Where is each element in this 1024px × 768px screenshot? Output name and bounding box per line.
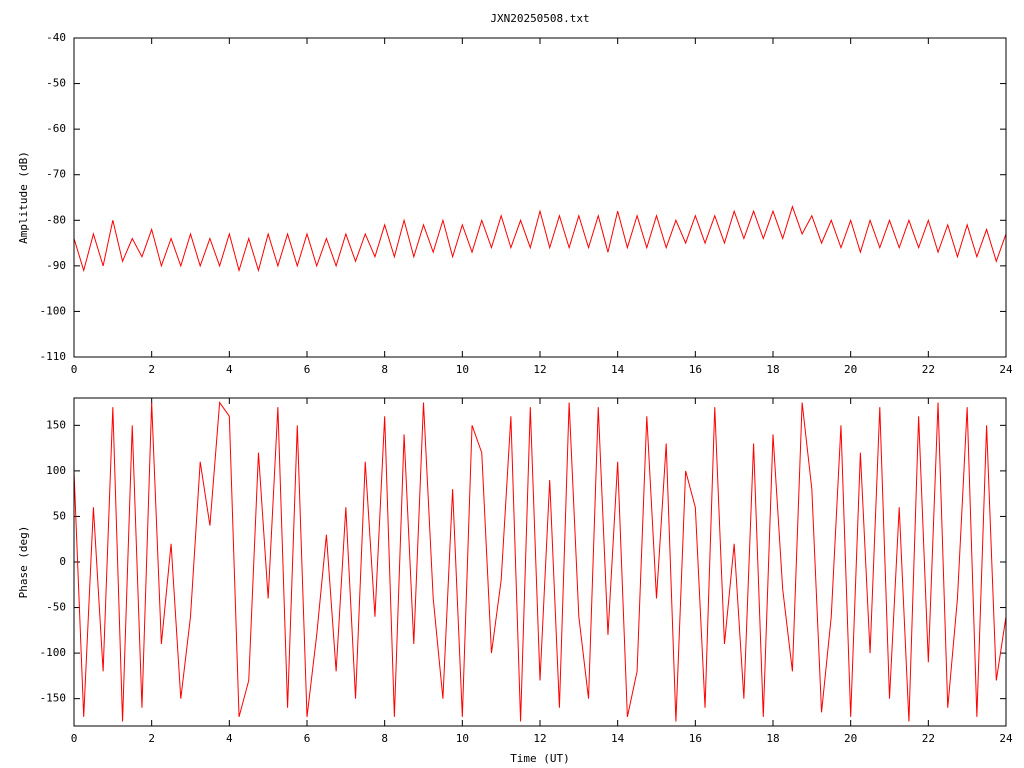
y-tick-label: -100 [40,646,67,659]
x-tick-label: 24 [999,363,1013,376]
x-tick-label: 16 [689,732,702,745]
x-tick-label: 4 [226,732,233,745]
y-tick-label: -150 [40,692,67,705]
plot-frame [73,37,1007,358]
y-tick-label: 100 [46,464,66,477]
x-tick-label: 24 [999,732,1013,745]
x-tick-label: 18 [766,363,779,376]
x-tick-label: 0 [71,732,78,745]
x-tick-label: 10 [456,732,469,745]
x-tick-label: 6 [304,363,311,376]
data-line [73,401,1007,722]
x-tick-label: 6 [304,732,311,745]
x-tick-label: 12 [533,732,546,745]
x-axis-label: Time (UT) [510,752,570,765]
x-tick-label: 20 [844,732,857,745]
y-tick-label: -110 [40,350,67,363]
y-tick-label: -90 [46,259,66,272]
y-tick-label: -40 [46,31,66,44]
x-tick-label: 14 [611,732,625,745]
y-tick-label: -50 [46,601,66,614]
x-tick-label: 18 [766,732,779,745]
y-tick-label: -50 [46,77,66,90]
chart-title: JXN20250508.txt [490,12,589,25]
y-tick-label: -80 [46,213,66,226]
x-tick-label: 14 [611,363,625,376]
y-axis-label: Phase (deg) [17,526,30,599]
x-tick-label: 2 [148,363,155,376]
x-tick-label: 16 [689,363,702,376]
y-tick-label: -60 [46,122,66,135]
y-tick-label: 50 [53,509,66,522]
y-tick-label: -70 [46,168,66,181]
y-tick-label: 150 [46,418,66,431]
x-tick-label: 22 [922,363,935,376]
y-tick-label: -100 [40,304,67,317]
x-tick-label: 0 [71,363,78,376]
x-tick-label: 20 [844,363,857,376]
y-axis-label: Amplitude (dB) [17,151,30,244]
x-tick-label: 2 [148,732,155,745]
data-line [73,205,1007,273]
x-tick-label: 10 [456,363,469,376]
x-tick-label: 8 [381,732,388,745]
x-tick-label: 12 [533,363,546,376]
x-tick-label: 4 [226,363,233,376]
plot-frame [73,397,1007,727]
x-tick-label: 8 [381,363,388,376]
y-tick-label: 0 [59,555,66,568]
x-tick-label: 22 [922,732,935,745]
